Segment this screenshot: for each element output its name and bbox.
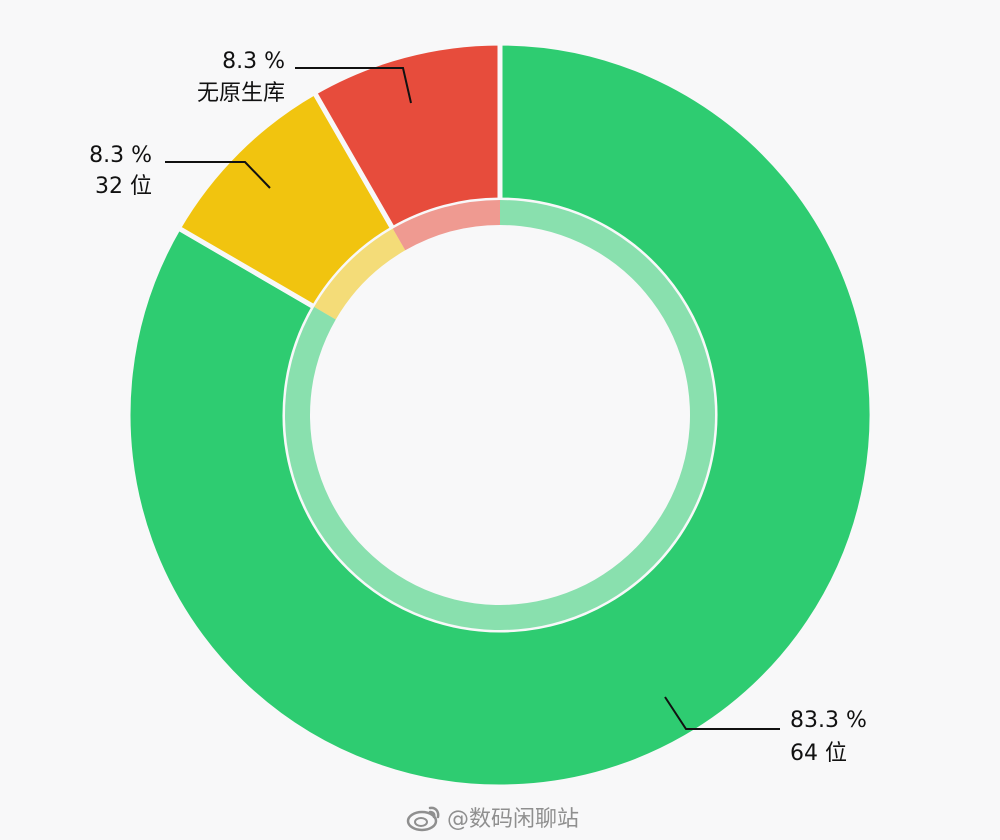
- watermark-text: @数码闲聊站: [447, 807, 580, 832]
- weibo-watermark: @数码闲聊站: [405, 800, 579, 834]
- slice-label-64bit-name: 64 位: [790, 741, 847, 766]
- donut-inner-ring: [285, 200, 716, 630]
- donut-inner-ring-segment-1: [314, 228, 406, 320]
- leader-line-32bit: [165, 161, 271, 189]
- leader-line-no-native: [295, 67, 412, 104]
- donut-slices: [125, 40, 875, 790]
- donut-inner-ring-segment-2: [392, 200, 500, 251]
- slice-label-64bit-percent: 83.3 %: [790, 708, 867, 733]
- slice-label-32bit-name: 32 位: [95, 174, 152, 199]
- slice-label-32bit-percent: 8.3 %: [89, 143, 152, 168]
- slice-label-no-native-percent: 8.3 %: [222, 49, 285, 74]
- weibo-icon: [406, 806, 440, 832]
- leader-line-64bit: [664, 696, 780, 730]
- slice-label-no-native-name: 无原生库: [197, 81, 285, 106]
